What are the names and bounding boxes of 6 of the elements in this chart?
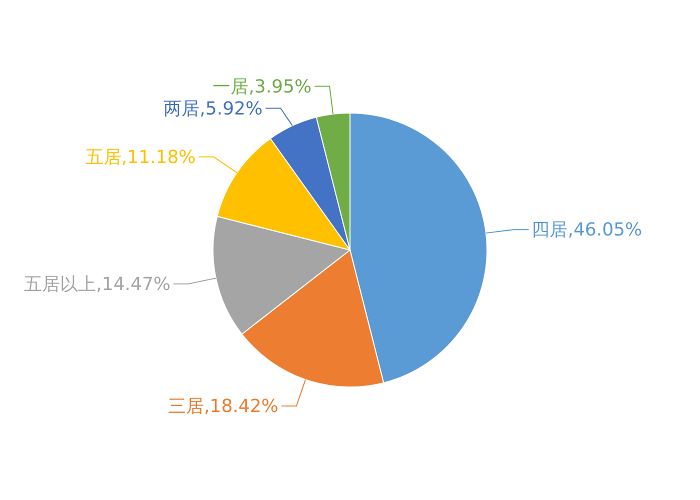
slice-label: 四居,46.05% (532, 220, 642, 241)
slice-label: 五居,11.18% (85, 146, 196, 168)
slice-label: 一居,3.95% (212, 76, 312, 98)
slice-label: 三居,18.42% (168, 396, 278, 418)
slice-label: 两居,5.92% (164, 98, 263, 120)
slice-label: 五居以上,14.47% (24, 274, 171, 295)
